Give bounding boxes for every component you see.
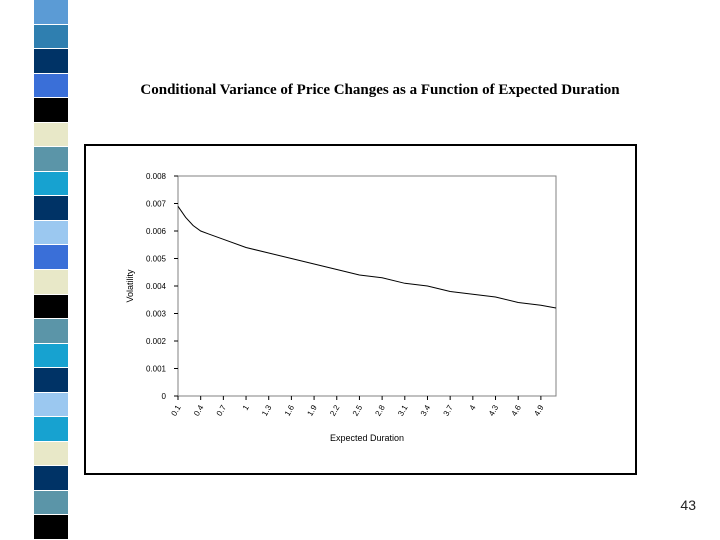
strip-block bbox=[34, 147, 68, 171]
strip-block bbox=[34, 171, 68, 196]
strip-block bbox=[34, 368, 68, 392]
y-tick-label: 0.007 bbox=[146, 200, 167, 209]
strip-block bbox=[34, 515, 68, 539]
strip-block bbox=[34, 245, 68, 269]
x-tick-label: 3.1 bbox=[396, 403, 410, 418]
strip-block bbox=[34, 392, 68, 417]
y-tick-label: 0.005 bbox=[146, 255, 167, 264]
y-axis-title: Volatility bbox=[125, 269, 135, 303]
x-tick-label: 0.1 bbox=[169, 403, 183, 418]
strip-block bbox=[34, 73, 68, 98]
x-tick-label: 2.2 bbox=[328, 403, 342, 418]
strip-block bbox=[34, 122, 68, 147]
strip-block bbox=[34, 220, 68, 245]
plot-area-border bbox=[177, 175, 557, 397]
y-tick-label: 0.008 bbox=[146, 172, 167, 181]
volatility-series-line bbox=[177, 206, 557, 309]
slide-title: Conditional Variance of Price Changes as… bbox=[140, 82, 620, 98]
strip-block bbox=[34, 441, 68, 466]
y-tick-label: 0.002 bbox=[146, 337, 167, 346]
decorative-color-strip bbox=[0, 0, 72, 540]
x-axis-title: Expected Duration bbox=[330, 433, 404, 443]
chart-frame: 0 0.001 0.002 0.003 0.004 0.005 0.006 0.007 0.00… bbox=[84, 144, 637, 475]
x-tick-label: 0.4 bbox=[192, 403, 206, 418]
strip-block bbox=[34, 343, 68, 368]
x-tick-label: 2.5 bbox=[351, 403, 365, 418]
page-number: 43 bbox=[680, 497, 696, 513]
y-tick-label: 0.004 bbox=[146, 282, 167, 291]
x-tick-label: 4.6 bbox=[510, 403, 524, 418]
x-tick-label: 0.7 bbox=[215, 403, 229, 418]
x-tick-label: 1 bbox=[241, 403, 251, 412]
x-tick-label: 4.3 bbox=[487, 403, 501, 418]
strip-block bbox=[34, 49, 68, 73]
x-tick-label: 1.3 bbox=[260, 403, 274, 418]
x-tick-label: 1.9 bbox=[305, 403, 319, 418]
x-tick-label: 3.7 bbox=[442, 403, 456, 418]
y-tick-label: 0 bbox=[162, 392, 167, 401]
strip-block bbox=[34, 466, 68, 490]
strip-block bbox=[34, 319, 68, 343]
strip-block bbox=[34, 270, 68, 294]
strip-block bbox=[34, 24, 68, 49]
x-tick-label: 1.6 bbox=[283, 403, 297, 418]
y-tick-label: 0.006 bbox=[146, 227, 167, 236]
x-tick-label: 3.4 bbox=[419, 403, 433, 418]
y-tick-label: 0.003 bbox=[146, 310, 167, 319]
line-chart: 0 0.001 0.002 0.003 0.004 0.005 0.006 0.007 0.00… bbox=[125, 172, 557, 443]
x-tick-label: 2.8 bbox=[373, 403, 387, 418]
strip-block bbox=[34, 417, 68, 441]
strip-block bbox=[34, 196, 68, 220]
y-tick-label: 0.001 bbox=[146, 365, 167, 374]
strip-block bbox=[34, 0, 68, 24]
strip-block bbox=[34, 294, 68, 319]
strip-block bbox=[34, 98, 68, 122]
x-tick-label: 4.9 bbox=[532, 403, 546, 418]
x-tick-label: 4 bbox=[468, 403, 478, 412]
strip-block bbox=[34, 490, 68, 515]
